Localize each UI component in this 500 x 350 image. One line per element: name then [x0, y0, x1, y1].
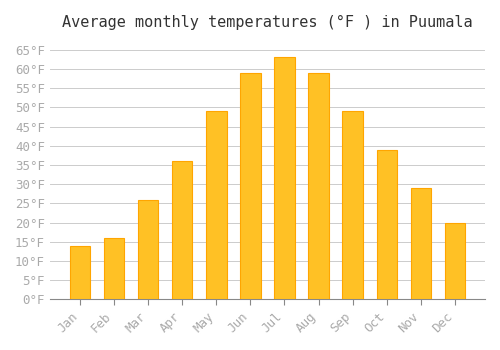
Bar [206, 111, 227, 300]
Bar [376, 149, 397, 300]
Bar [342, 111, 363, 300]
Title: Average monthly temperatures (°F ) in Puumala: Average monthly temperatures (°F ) in Pu… [62, 15, 472, 30]
Bar [308, 73, 329, 300]
Bar [104, 238, 124, 300]
Bar [172, 161, 193, 300]
Bar [138, 199, 158, 300]
Bar [274, 57, 294, 300]
Bar [240, 73, 260, 300]
Bar [410, 188, 431, 300]
Bar [445, 223, 465, 300]
Bar [70, 246, 90, 300]
